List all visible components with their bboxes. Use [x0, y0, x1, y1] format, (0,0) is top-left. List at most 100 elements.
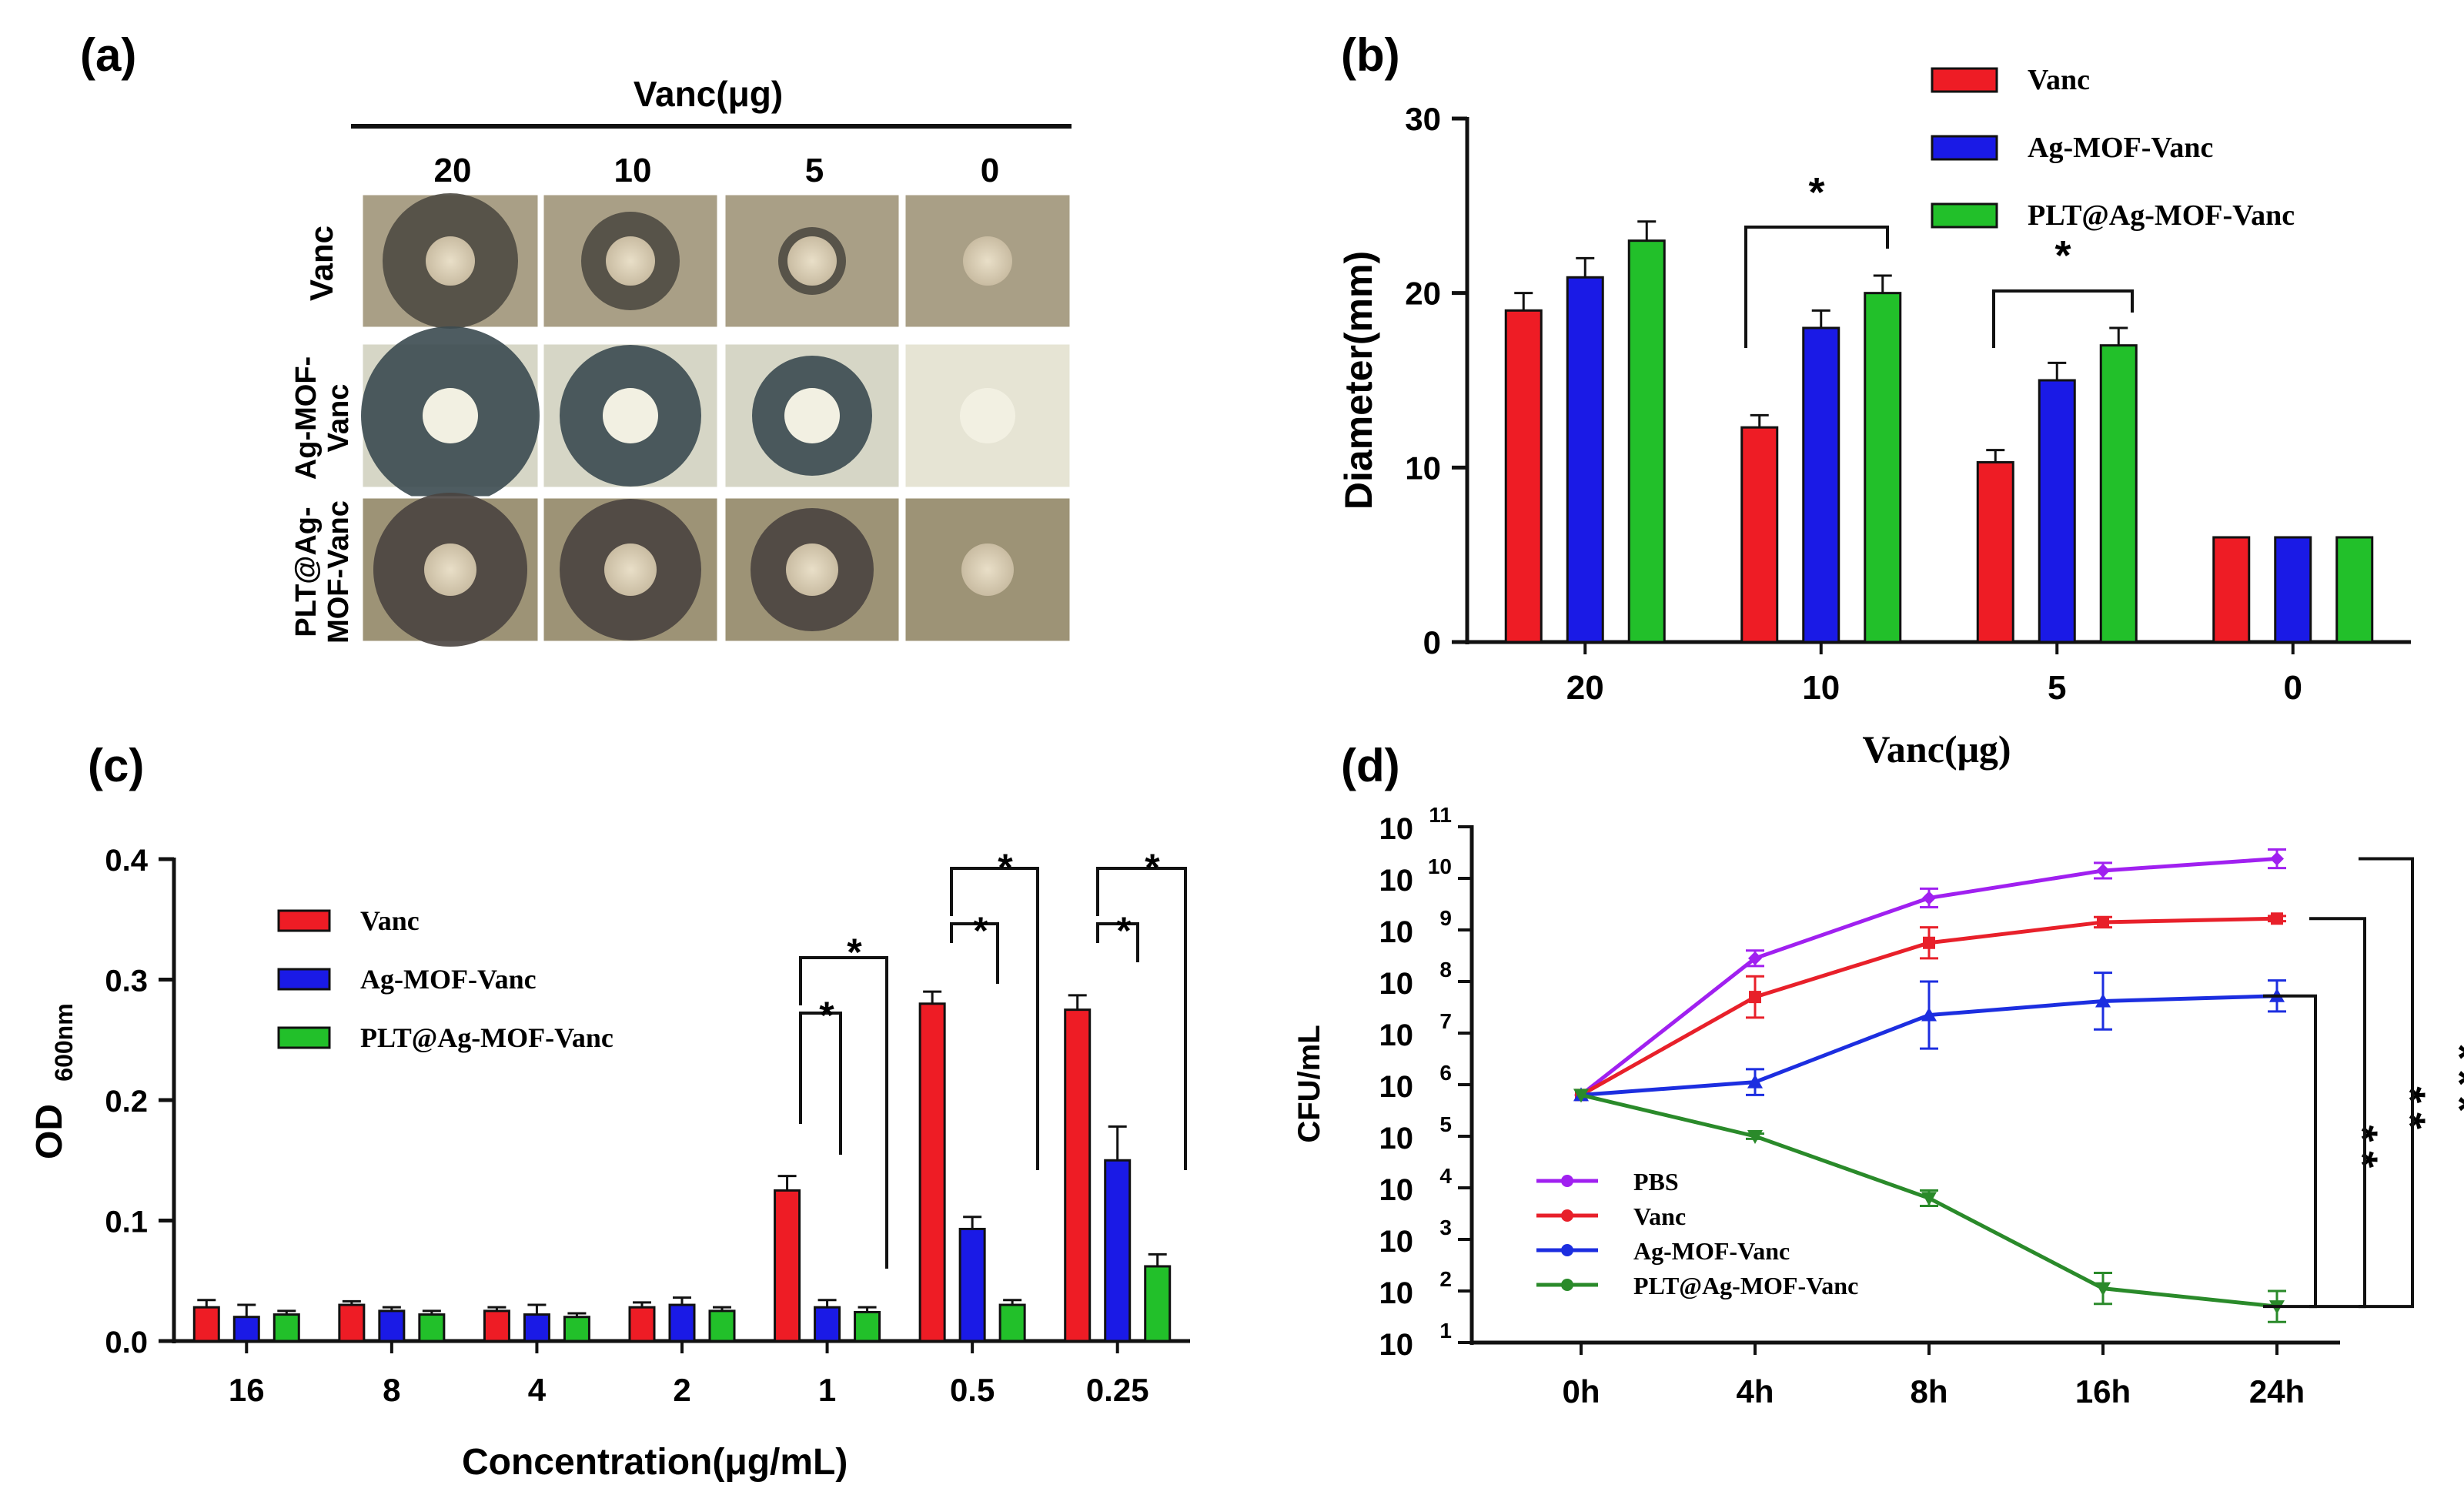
bar: [2099, 344, 2138, 644]
data-point: [1749, 991, 1761, 1004]
plate-column-label: 20: [434, 152, 472, 189]
bar: [1976, 461, 2014, 644]
y-axis-title-group: OD 600nm: [29, 1003, 78, 1159]
plate-row-label: Ag-MOF- Vanc: [290, 356, 355, 480]
significance-star: *: [973, 909, 988, 952]
legend-marker: [1561, 1244, 1573, 1256]
legend-label: Ag-MOF-Vanc: [2028, 132, 2213, 164]
y-tick-exponent: 6: [1439, 1061, 1452, 1085]
y-axis-title: OD: [29, 1104, 70, 1159]
x-axis-title: Vanc(μg): [1862, 727, 2011, 771]
y-tick-label: 10: [1379, 915, 1414, 949]
significance-star: *: [1116, 909, 1132, 952]
plate-row-label-line: Ag-MOF-: [290, 356, 323, 480]
plate-photo: [360, 493, 540, 647]
x-tick-label: 0.5: [950, 1372, 995, 1408]
data-point: [1747, 1130, 1763, 1144]
panel-label-b: (b): [1341, 29, 1400, 81]
y-tick-label: 10: [1379, 1328, 1414, 1362]
bar: [814, 1306, 841, 1343]
legend-label: Vanc: [360, 905, 420, 936]
y-tick-label: 10: [1379, 1018, 1414, 1052]
bar: [1802, 326, 1840, 644]
bar: [418, 1313, 446, 1343]
x-tick-label: 0: [2284, 669, 2302, 707]
y-tick-label: 0.2: [105, 1085, 148, 1119]
plate-photo: [360, 192, 540, 329]
significance-star: *: [2054, 232, 2071, 279]
bar: [998, 1303, 1026, 1343]
x-tick-label: 10: [1802, 669, 1840, 707]
y-tick-label: 30: [1405, 101, 1441, 137]
significance-star: *: [819, 994, 834, 1037]
legend-label: Vanc: [2028, 64, 2090, 96]
bracket-line: [950, 867, 1039, 1170]
y-tick-label: 10: [1379, 1225, 1414, 1259]
plate-row-label-line: MOF-Vanc: [323, 500, 355, 644]
significance-star: *: [847, 931, 862, 974]
y-tick-label: 10: [1379, 967, 1414, 1001]
y-axis-title-subscript: 600nm: [50, 1003, 78, 1081]
antibiotic-disk: [606, 236, 655, 286]
y-tick-label: 0.1: [105, 1206, 148, 1239]
legend-marker: [1561, 1279, 1573, 1291]
significance-label-group: ***: [2436, 1044, 2464, 1122]
significance-bracket: **: [2309, 917, 2435, 1309]
bar: [2212, 536, 2251, 644]
y-tick-exponent: 7: [1439, 1009, 1452, 1033]
legend-swatch: [1931, 135, 1998, 161]
plate-photo: [723, 342, 901, 490]
bar: [774, 1189, 801, 1343]
bar: [232, 1316, 260, 1343]
y-tick-label: 10: [1405, 450, 1441, 486]
y-tick-label: 0.0: [105, 1326, 148, 1360]
significance-bracket-group: **: [950, 846, 1039, 1170]
data-point: [2095, 1282, 2111, 1296]
antibiotic-disk: [423, 388, 478, 443]
y-tick-exponent: 10: [1428, 855, 1452, 878]
bar: [272, 1313, 300, 1343]
panel-label-d: (d): [1341, 740, 1400, 791]
plates-header: Vanc(μg): [634, 74, 783, 114]
data-point: [1747, 1074, 1763, 1089]
plate-photo: [541, 342, 720, 490]
bar: [563, 1316, 590, 1343]
bracket-line: [799, 956, 888, 1269]
bar: [338, 1303, 366, 1343]
y-tick-label: 10: [1379, 1070, 1414, 1104]
legend-swatch: [277, 1026, 331, 1049]
bracket-line: [1744, 226, 1889, 348]
bar: [1627, 239, 1666, 644]
bar: [668, 1303, 696, 1343]
bar: [1064, 1008, 1092, 1343]
y-tick-label: 10: [1379, 1173, 1414, 1207]
antibiotic-disk: [426, 236, 475, 286]
data-point: [1921, 1007, 1937, 1022]
data-point: [1923, 936, 1935, 949]
series-line-group: [1573, 972, 2286, 1102]
y-tick-exponent: 1: [1439, 1319, 1452, 1343]
legend-swatch: [1931, 67, 1998, 93]
plate-row-label-line: PLT@Ag-: [290, 507, 323, 637]
plate-column-label: 5: [805, 152, 824, 189]
plate-photo: [541, 496, 720, 644]
significance-bracket-group: **: [1096, 846, 1187, 1170]
legend-marker: [1561, 1175, 1573, 1187]
x-tick-label: 20: [1566, 669, 1604, 707]
bar: [854, 1310, 881, 1343]
legend-item: Ag-MOF-Vanc: [1536, 1237, 1790, 1265]
plate-photo: [723, 496, 901, 644]
legend-label: Vanc: [1633, 1202, 1686, 1230]
bracket-line: [1992, 289, 2134, 348]
significance-bracket: *: [1992, 232, 2134, 348]
significance-bracket-group: **: [799, 931, 888, 1269]
antibiotic-disk: [786, 543, 838, 596]
legend-item: Vanc: [1536, 1202, 1686, 1230]
bar: [1104, 1159, 1132, 1343]
legend-label: PLT@Ag-MOF-Vanc: [1633, 1272, 1858, 1299]
x-tick-label: 24h: [2249, 1373, 2305, 1410]
significance-stars: ***: [2436, 1044, 2464, 1122]
y-tick-label: 20: [1405, 276, 1441, 312]
bar: [523, 1313, 550, 1343]
